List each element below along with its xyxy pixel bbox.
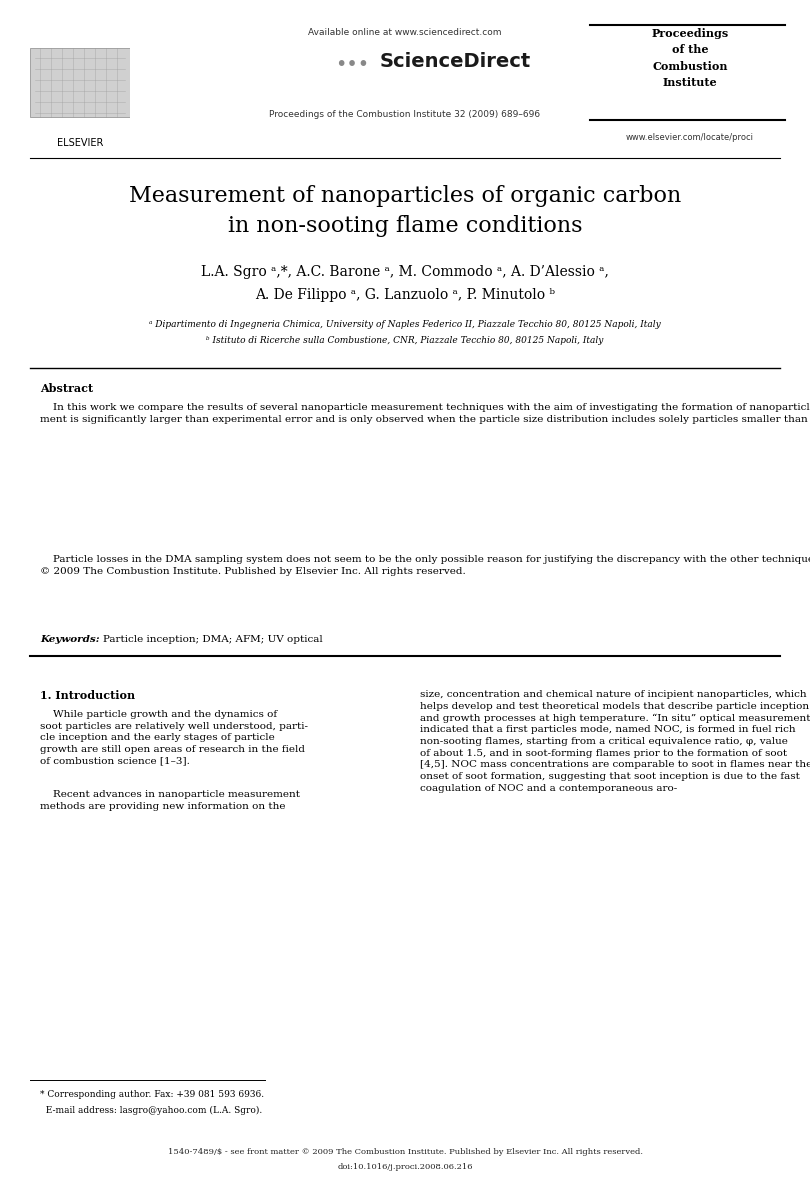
Text: size, concentration and chemical nature of incipient nanoparticles, which
helps : size, concentration and chemical nature …	[420, 690, 810, 793]
Text: Available online at www.sciencedirect.com: Available online at www.sciencedirect.co…	[309, 28, 501, 37]
Text: Proceedings
of the
Combustion
Institute: Proceedings of the Combustion Institute	[651, 28, 729, 89]
Text: doi:10.1016/j.proci.2008.06.216: doi:10.1016/j.proci.2008.06.216	[337, 1163, 473, 1171]
Text: E-mail address: lasgro@yahoo.com (L.A. Sgro).: E-mail address: lasgro@yahoo.com (L.A. S…	[40, 1106, 262, 1115]
Text: ScienceDirect: ScienceDirect	[380, 52, 531, 71]
Text: Abstract: Abstract	[40, 383, 93, 394]
Text: Particle losses in the DMA sampling system does not seem to be the only possible: Particle losses in the DMA sampling syst…	[40, 554, 810, 576]
Text: While particle growth and the dynamics of
soot particles are relatively well und: While particle growth and the dynamics o…	[40, 710, 308, 766]
Text: www.elsevier.com/locate/proci: www.elsevier.com/locate/proci	[626, 133, 754, 142]
Text: ᵇ Istituto di Ricerche sulla Combustione, CNR, Piazzale Tecchio 80, 80125 Napoli: ᵇ Istituto di Ricerche sulla Combustione…	[207, 336, 603, 346]
Text: ᵃ Dipartimento di Ingegneria Chimica, University of Naples Federico II, Piazzale: ᵃ Dipartimento di Ingegneria Chimica, Un…	[149, 320, 661, 329]
Text: Measurement of nanoparticles of organic carbon: Measurement of nanoparticles of organic …	[129, 185, 681, 206]
Text: L.A. Sgro ᵃ,*, A.C. Barone ᵃ, M. Commodo ᵃ, A. D’Alessio ᵃ,: L.A. Sgro ᵃ,*, A.C. Barone ᵃ, M. Commodo…	[201, 265, 609, 278]
Text: in non-sooting flame conditions: in non-sooting flame conditions	[228, 215, 582, 236]
Text: In this work we compare the results of several nanoparticle measurement techniqu: In this work we compare the results of s…	[40, 403, 810, 424]
Text: 1540-7489/$ - see front matter © 2009 The Combustion Institute. Published by Els: 1540-7489/$ - see front matter © 2009 Th…	[168, 1148, 642, 1156]
Text: •••: •••	[335, 55, 369, 74]
Text: ELSEVIER: ELSEVIER	[57, 138, 103, 148]
Bar	[30, 48, 130, 118]
Text: A. De Filippo ᵃ, G. Lanzuolo ᵃ, P. Minutolo ᵇ: A. De Filippo ᵃ, G. Lanzuolo ᵃ, P. Minut…	[255, 288, 555, 302]
Text: Proceedings of the Combustion Institute 32 (2009) 689–696: Proceedings of the Combustion Institute …	[270, 110, 540, 119]
Text: Keywords:: Keywords:	[40, 635, 103, 644]
Text: Recent advances in nanoparticle measurement
methods are providing new informatio: Recent advances in nanoparticle measurem…	[40, 790, 300, 811]
Text: * Corresponding author. Fax: +39 081 593 6936.: * Corresponding author. Fax: +39 081 593…	[40, 1090, 264, 1099]
Text: Particle inception; DMA; AFM; UV optical: Particle inception; DMA; AFM; UV optical	[103, 635, 322, 644]
Text: 1. Introduction: 1. Introduction	[40, 690, 135, 701]
